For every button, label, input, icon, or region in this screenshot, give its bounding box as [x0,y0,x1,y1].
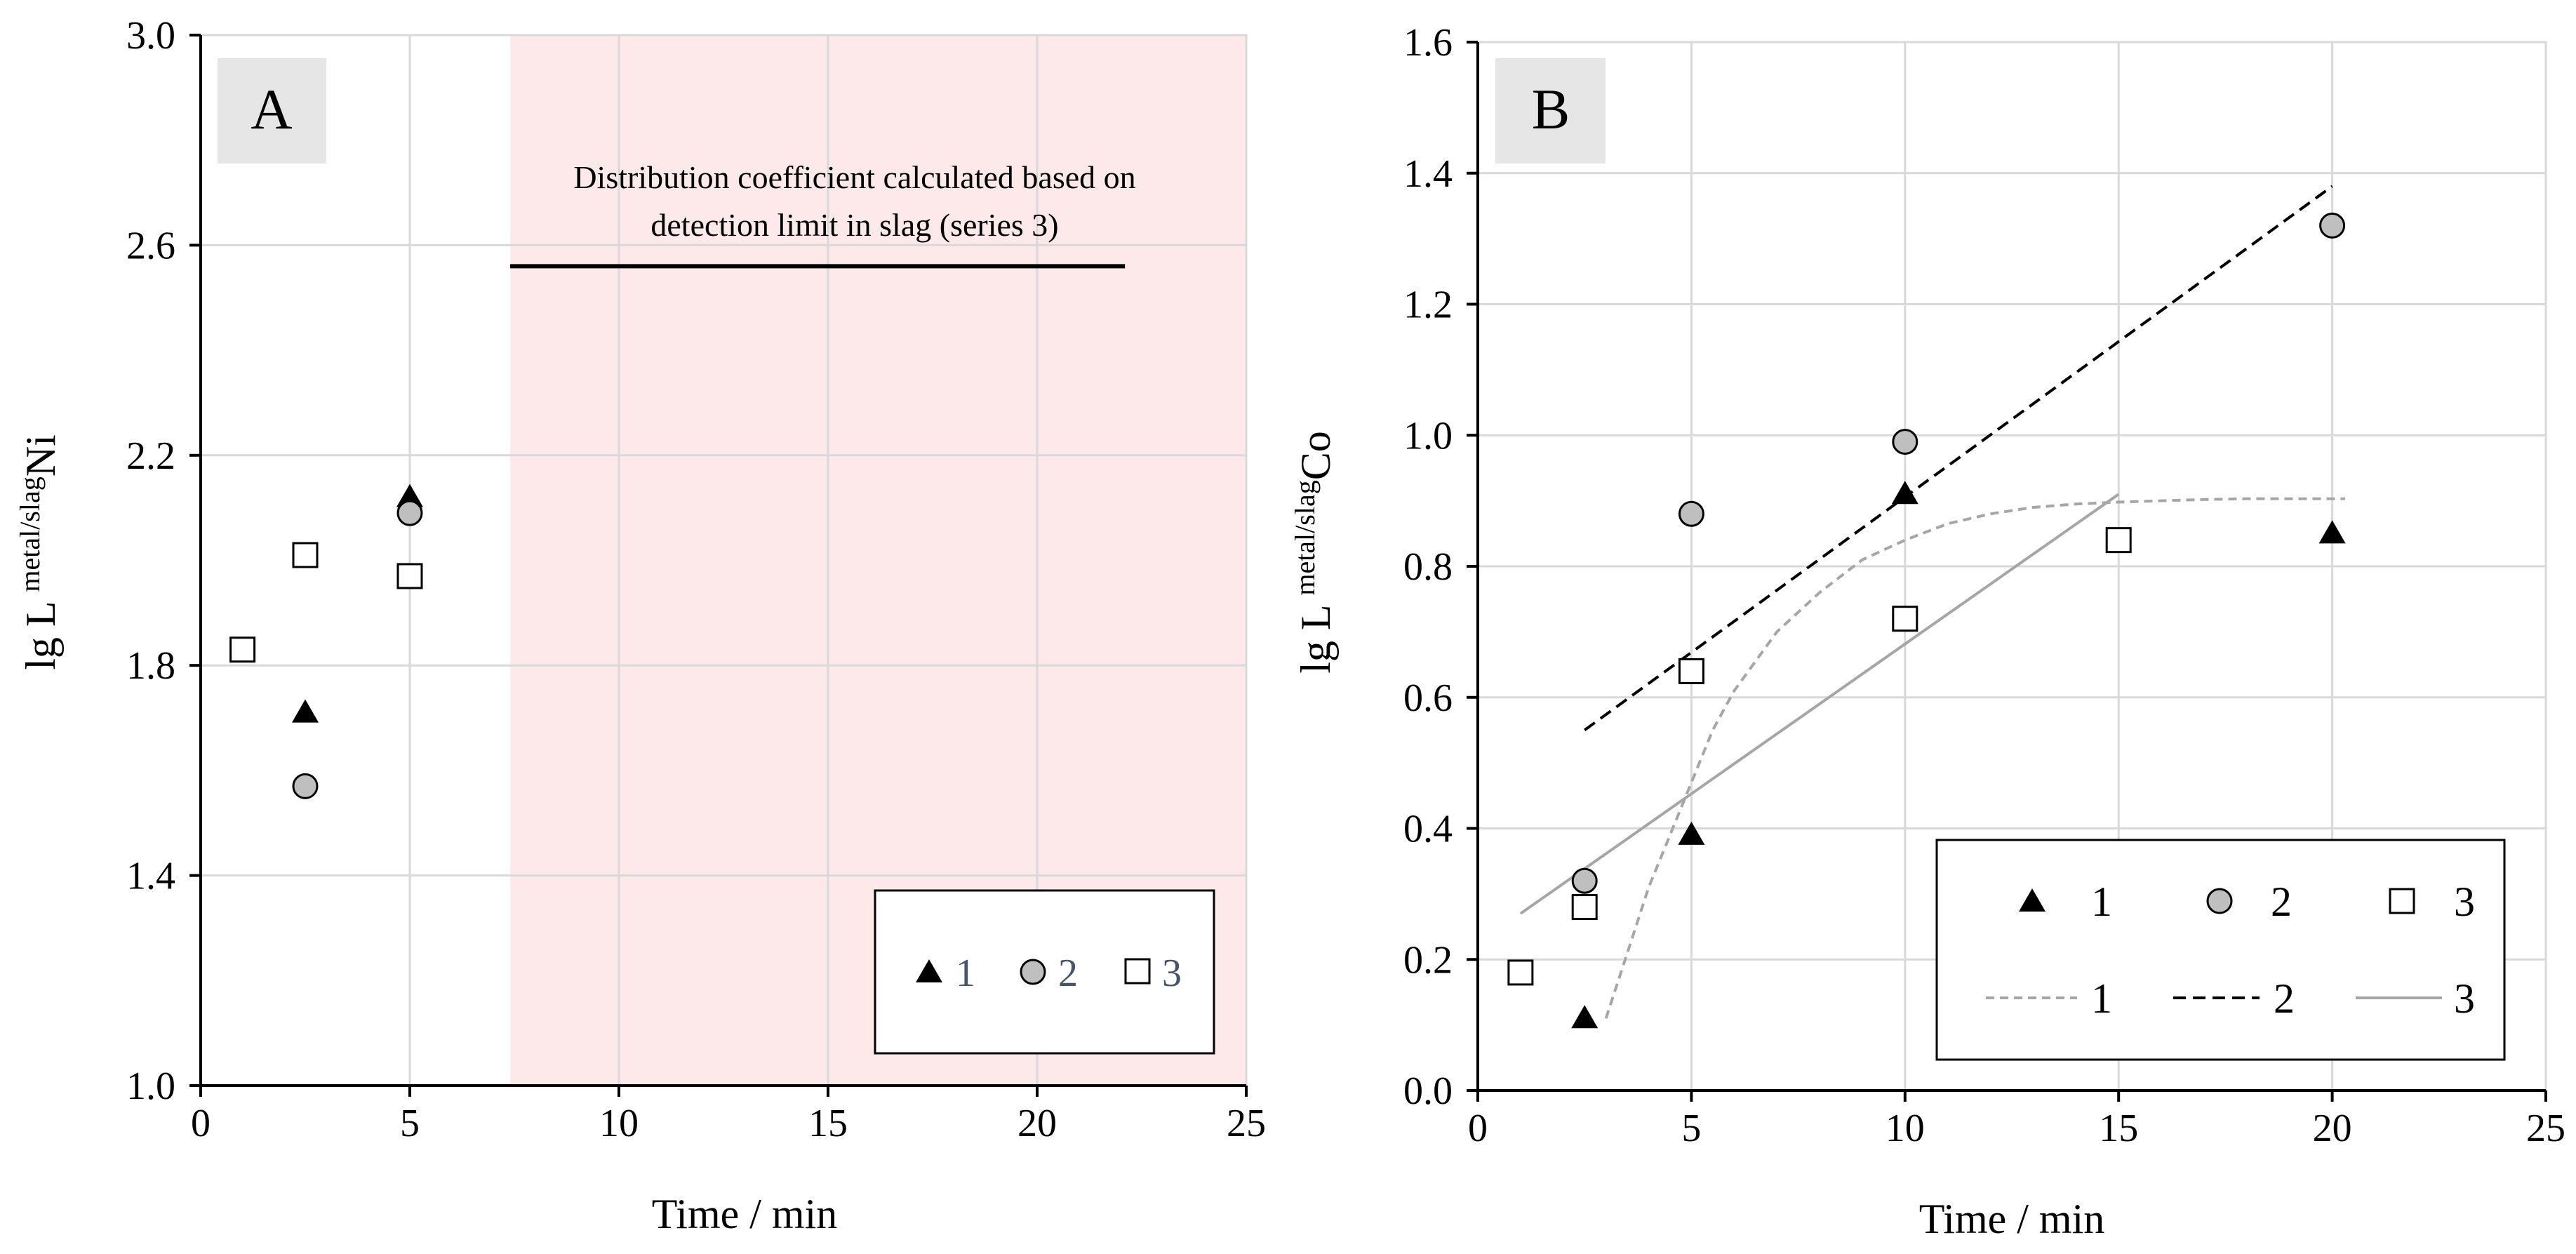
panel-b-y-tick-label: 1.4 [1403,152,1453,196]
panel-b: 0 5 10 15 20 25 0.0 0.2 0.4 0.6 0.8 1.0 1.2 1.4 1.6 B… [1289,21,2565,1242]
panel-a-label-box [218,58,326,164]
panel-b-series-3-point [2105,527,2132,554]
panel-a-series-2-point [292,773,319,799]
panel-b-series-3-point [1892,606,1918,632]
panel-b-series-3-point [1678,658,1704,684]
panel-b-series-2-point [2319,212,2346,239]
panel-a: 0 5 10 15 20 25 1.0 1.4 1.8 2.2 2.6 3.0 A Distribu… [14,14,1266,1237]
panel-b-trendlines [1519,185,2345,1019]
panel-b-y-axis-label-tail: Co [1293,431,1339,480]
panel-b-trendline-2 [1584,185,2333,732]
panel-a-x-tick-label: 10 [599,1102,639,1145]
panel-b-trendline-3 [1519,493,2120,915]
panel-b-y-tick-labels: 0.0 0.2 0.4 0.6 0.8 1.0 1.2 1.4 1.6 [1403,21,1453,1113]
panel-a-legend-triangle-marker [916,959,942,982]
panel-b-legend-trend1-label: 1 [2091,975,2112,1022]
panel-b-series-2-point [1678,500,1704,527]
panel-b-series-3-point [1507,959,1534,986]
panel-b-legend-label-1: 1 [2091,879,2112,925]
panel-b-legend-trend3-label: 3 [2454,975,2475,1022]
panel-b-series-1-point [1891,481,1918,505]
panel-b-y-tick-label: 0.0 [1403,1069,1453,1113]
panel-a-series-3-point [292,542,319,568]
panel-a-x-tick-label: 20 [1017,1102,1057,1145]
panel-a-x-tick-label: 25 [1227,1102,1266,1145]
panel-a-y-axis-label-main: lg L [18,603,64,670]
panel-b-series-2-point [1571,867,1598,894]
panel-b-trendline-1 [1604,497,2345,1019]
panel-b-legend-frame [1935,839,2506,1061]
panel-b-label: B [1532,77,1570,141]
panel-a-series-2-point [396,500,423,526]
panel-b-x-tick-label: 20 [2313,1107,2352,1150]
panel-a-y-axis-label: lg L metal/slagNi [14,434,64,670]
panel-b-x-tick-labels: 0 5 10 15 20 25 [1468,1107,2565,1150]
panel-a-legend-label-3: 3 [1162,952,1182,995]
panel-b-series-1-point [1571,1005,1599,1029]
panel-a-annotation-line1: Distribution coefficient calculated base… [573,159,1135,195]
panel-a-series-1-point [292,699,319,723]
panel-a-x-tick-label: 5 [400,1102,420,1145]
panel-a-y-tick-label: 1.0 [126,1065,175,1108]
panel-b-label-box [1495,58,1606,164]
panel-b-y-tick-label: 0.8 [1403,545,1453,589]
panel-a-data-points [229,483,423,799]
panel-b-x-tick-label: 15 [2099,1107,2138,1150]
panel-b-y-axis-label-superscript: metal/slag [1289,480,1321,595]
panel-a-y-tick-label: 1.4 [126,855,175,898]
panel-b-y-tick-label: 0.6 [1403,676,1453,720]
panel-a-series-3-point [396,563,423,589]
panel-b-series-1-point [2318,520,2346,544]
panel-a-y-tick-label: 1.8 [126,644,175,688]
panel-a-legend-label-2: 2 [1058,952,1078,995]
panel-b-data-points [1507,212,2346,1029]
panel-a-legend: 1 2 3 [874,889,1215,1055]
panel-b-y-tick-label: 1.6 [1403,21,1453,65]
panel-b-y-tick-label: 1.2 [1403,284,1453,327]
panel-a-x-tick-label: 0 [191,1102,211,1145]
panel-a-x-tick-labels: 0 5 10 15 20 25 [191,1102,1266,1145]
panel-b-legend-square-marker [2389,888,2415,914]
panel-b-y-tick-label: 0.2 [1403,938,1453,982]
panel-a-annotation-line2: detection limit in slag (series 3) [650,207,1058,243]
panel-a-y-axis-label-superscript: metal/slag [14,476,46,592]
panel-a-x-tick-label: 15 [808,1102,848,1145]
panel-b-y-axis-label: lg L metal/slagCo [1289,431,1339,674]
panel-b-legend-label-2: 2 [2271,879,2292,925]
panel-b-x-axis-label: Time / min [1919,1196,2105,1242]
panel-b-x-tick-label: 0 [1468,1107,1488,1150]
panel-a-legend-square-marker [1124,958,1151,985]
panel-a-series-3-point [229,636,256,663]
panel-b-x-tick-label: 10 [1886,1107,1925,1150]
panel-a-label: A [251,77,292,141]
panel-b-axes [1467,41,2547,1102]
panel-a-legend-label-1: 1 [956,952,975,995]
panel-b-legend-trend2-label: 2 [2274,975,2295,1022]
panel-a-y-tick-label: 2.2 [126,434,175,478]
panel-a-x-axis-label: Time / min [652,1191,838,1237]
panel-b-gridlines [1478,41,2547,1090]
panel-a-y-tick-label: 2.6 [126,224,175,267]
panel-b-y-tick-label: 1.0 [1403,414,1453,458]
panel-b-legend-label-3: 3 [2454,879,2475,925]
panel-b-y-axis-label-main: lg L [1293,606,1339,674]
panel-b-x-tick-label: 25 [2526,1107,2565,1150]
panel-a-y-tick-labels: 1.0 1.4 1.8 2.2 2.6 3.0 [126,14,175,1108]
panel-a-y-axis-label-tail: Ni [18,434,64,476]
panel-b-series-2-point [1892,429,1918,455]
panel-b-legend-circle-marker [2206,888,2233,914]
panel-b-legend: 1 2 3 1 2 3 [1935,839,2506,1061]
panel-a-y-tick-label: 3.0 [126,14,175,58]
panel-b-series-1-point [1678,821,1705,845]
panel-a-series-1-point [396,483,423,507]
panel-b-x-tick-label: 5 [1681,1107,1701,1150]
panel-b-legend-triangle-marker [2019,888,2046,912]
panel-a-axes [189,34,1248,1097]
panel-b-y-tick-label: 0.4 [1403,808,1453,851]
panel-a-legend-circle-marker [1020,959,1046,985]
panel-b-series-3-point [1571,894,1598,921]
